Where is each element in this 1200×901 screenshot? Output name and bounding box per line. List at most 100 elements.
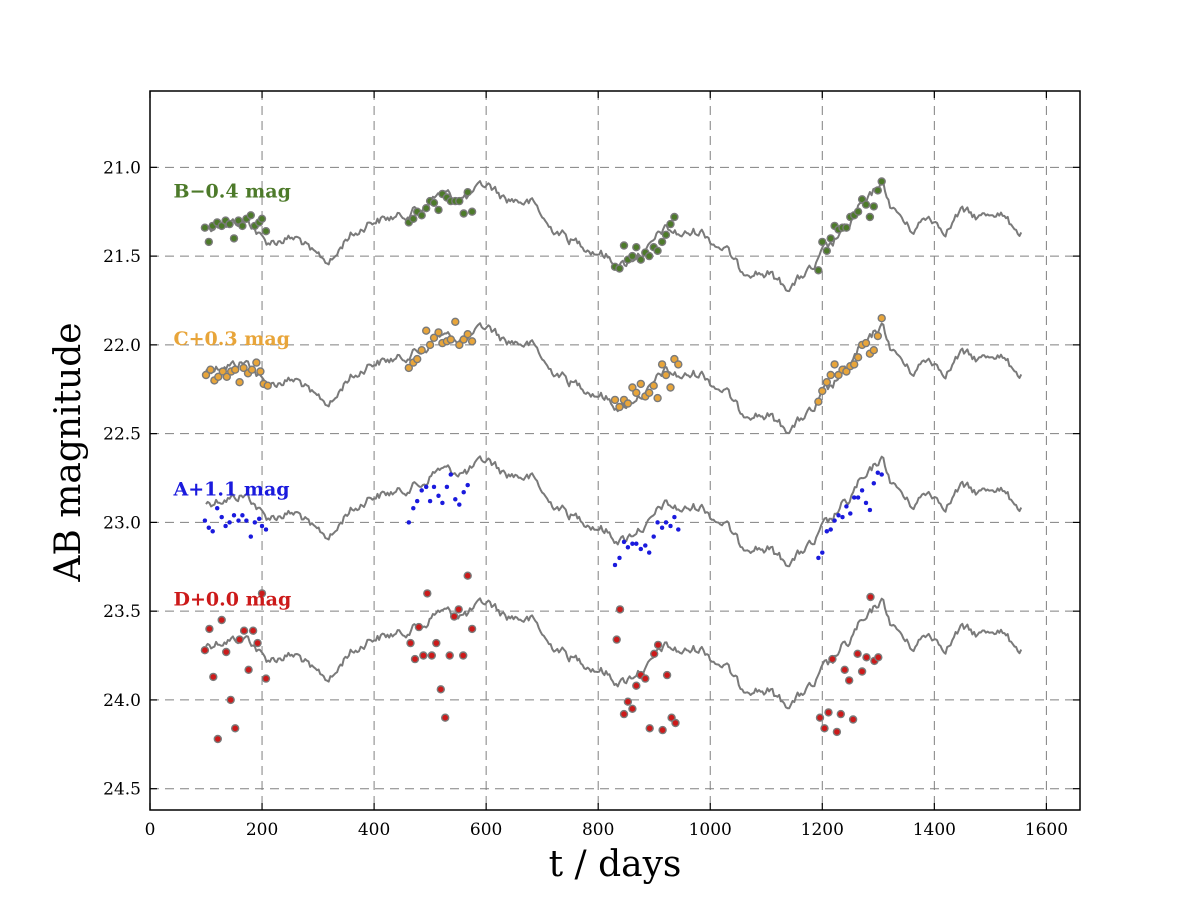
data-point <box>417 211 426 220</box>
data-point <box>869 346 878 355</box>
y-tick-label: 23.5 <box>103 602 141 622</box>
data-point <box>219 514 224 520</box>
data-point <box>409 214 418 224</box>
data-point <box>655 520 660 525</box>
data-point <box>853 649 862 658</box>
data-point <box>214 372 223 381</box>
data-point <box>240 513 245 518</box>
data-point <box>463 187 472 197</box>
data-point <box>867 507 873 513</box>
data-point <box>853 353 863 362</box>
series-label: D+0.0 mag <box>174 589 292 611</box>
data-point <box>238 221 247 231</box>
data-point <box>628 704 637 713</box>
data-point <box>422 203 431 213</box>
data-point <box>239 363 248 373</box>
data-point <box>202 518 208 523</box>
data-point <box>822 378 831 387</box>
data-point <box>661 370 671 380</box>
axis-ticks: 0 200 400 600 800 1000 1200 1400 1600 21.0 21.5 22.… <box>103 91 1080 840</box>
data-point <box>632 242 641 252</box>
series-labels: B−0.4 mag C+0.3 mag A+1.1 mag D+0.0 mag <box>173 180 292 610</box>
data-point <box>828 654 837 664</box>
data-point <box>404 363 413 373</box>
data-point <box>467 337 477 346</box>
data-point <box>414 622 424 632</box>
data-point <box>227 520 232 525</box>
data-point <box>662 670 672 680</box>
data-point <box>453 497 458 502</box>
data-point <box>848 715 858 724</box>
data-point <box>259 523 265 529</box>
data-point <box>814 397 823 406</box>
data-point <box>209 672 218 682</box>
y-tick-label: 22.0 <box>103 336 141 356</box>
data-point <box>223 523 228 529</box>
data-point <box>450 612 459 621</box>
data-point <box>840 514 845 520</box>
data-point <box>855 495 861 500</box>
data-point <box>463 330 472 339</box>
data-point <box>879 472 884 477</box>
data-point <box>459 209 468 218</box>
data-point <box>865 212 875 222</box>
data-point <box>666 219 675 229</box>
data-point <box>851 495 857 500</box>
data-point <box>429 333 439 342</box>
data-point <box>411 505 416 511</box>
data-point <box>617 555 622 561</box>
data-point <box>848 511 853 516</box>
data-point <box>236 518 241 523</box>
data-point <box>235 378 244 387</box>
plot-frame <box>149 90 1081 811</box>
data-point <box>826 370 835 380</box>
data-point <box>826 234 835 243</box>
y-tick-label: 22.5 <box>103 425 141 445</box>
data-point <box>463 571 472 580</box>
data-point <box>429 198 439 208</box>
data-point <box>615 402 624 412</box>
data-point <box>818 386 827 396</box>
data-point <box>651 534 656 539</box>
data-point <box>427 651 436 660</box>
data-point <box>828 527 833 532</box>
data-point <box>446 335 455 344</box>
data-point <box>653 640 663 650</box>
x-tick-label: 400 <box>358 820 390 840</box>
data-point <box>200 646 210 655</box>
data-point <box>256 367 265 376</box>
data-point <box>814 266 823 275</box>
data-point <box>857 667 867 676</box>
data-point <box>210 529 215 534</box>
data-point <box>645 251 654 261</box>
data-point <box>672 514 677 520</box>
data-point <box>610 395 620 405</box>
data-point <box>414 498 420 504</box>
data-point <box>874 653 883 662</box>
data-point <box>641 674 650 683</box>
data-point <box>261 674 271 683</box>
data-point <box>230 724 240 733</box>
data-point <box>816 555 821 561</box>
data-point <box>256 516 262 522</box>
data-point <box>465 482 470 488</box>
data-point <box>877 314 886 323</box>
data-point <box>457 502 462 507</box>
data-point <box>875 470 881 475</box>
data-point <box>213 734 223 744</box>
data-point <box>619 709 629 719</box>
data-point <box>658 725 667 735</box>
data-point <box>406 638 415 648</box>
data-point <box>229 234 239 243</box>
data-point <box>422 326 431 335</box>
data-point <box>200 223 210 232</box>
data-point <box>625 545 631 550</box>
data-point <box>448 472 454 477</box>
data-point <box>670 212 679 222</box>
data-point <box>244 518 249 523</box>
data-point <box>206 525 212 530</box>
data-point <box>650 649 659 658</box>
data-point <box>820 724 829 733</box>
data-point <box>649 381 658 390</box>
series-label: B−0.4 mag <box>174 180 291 202</box>
